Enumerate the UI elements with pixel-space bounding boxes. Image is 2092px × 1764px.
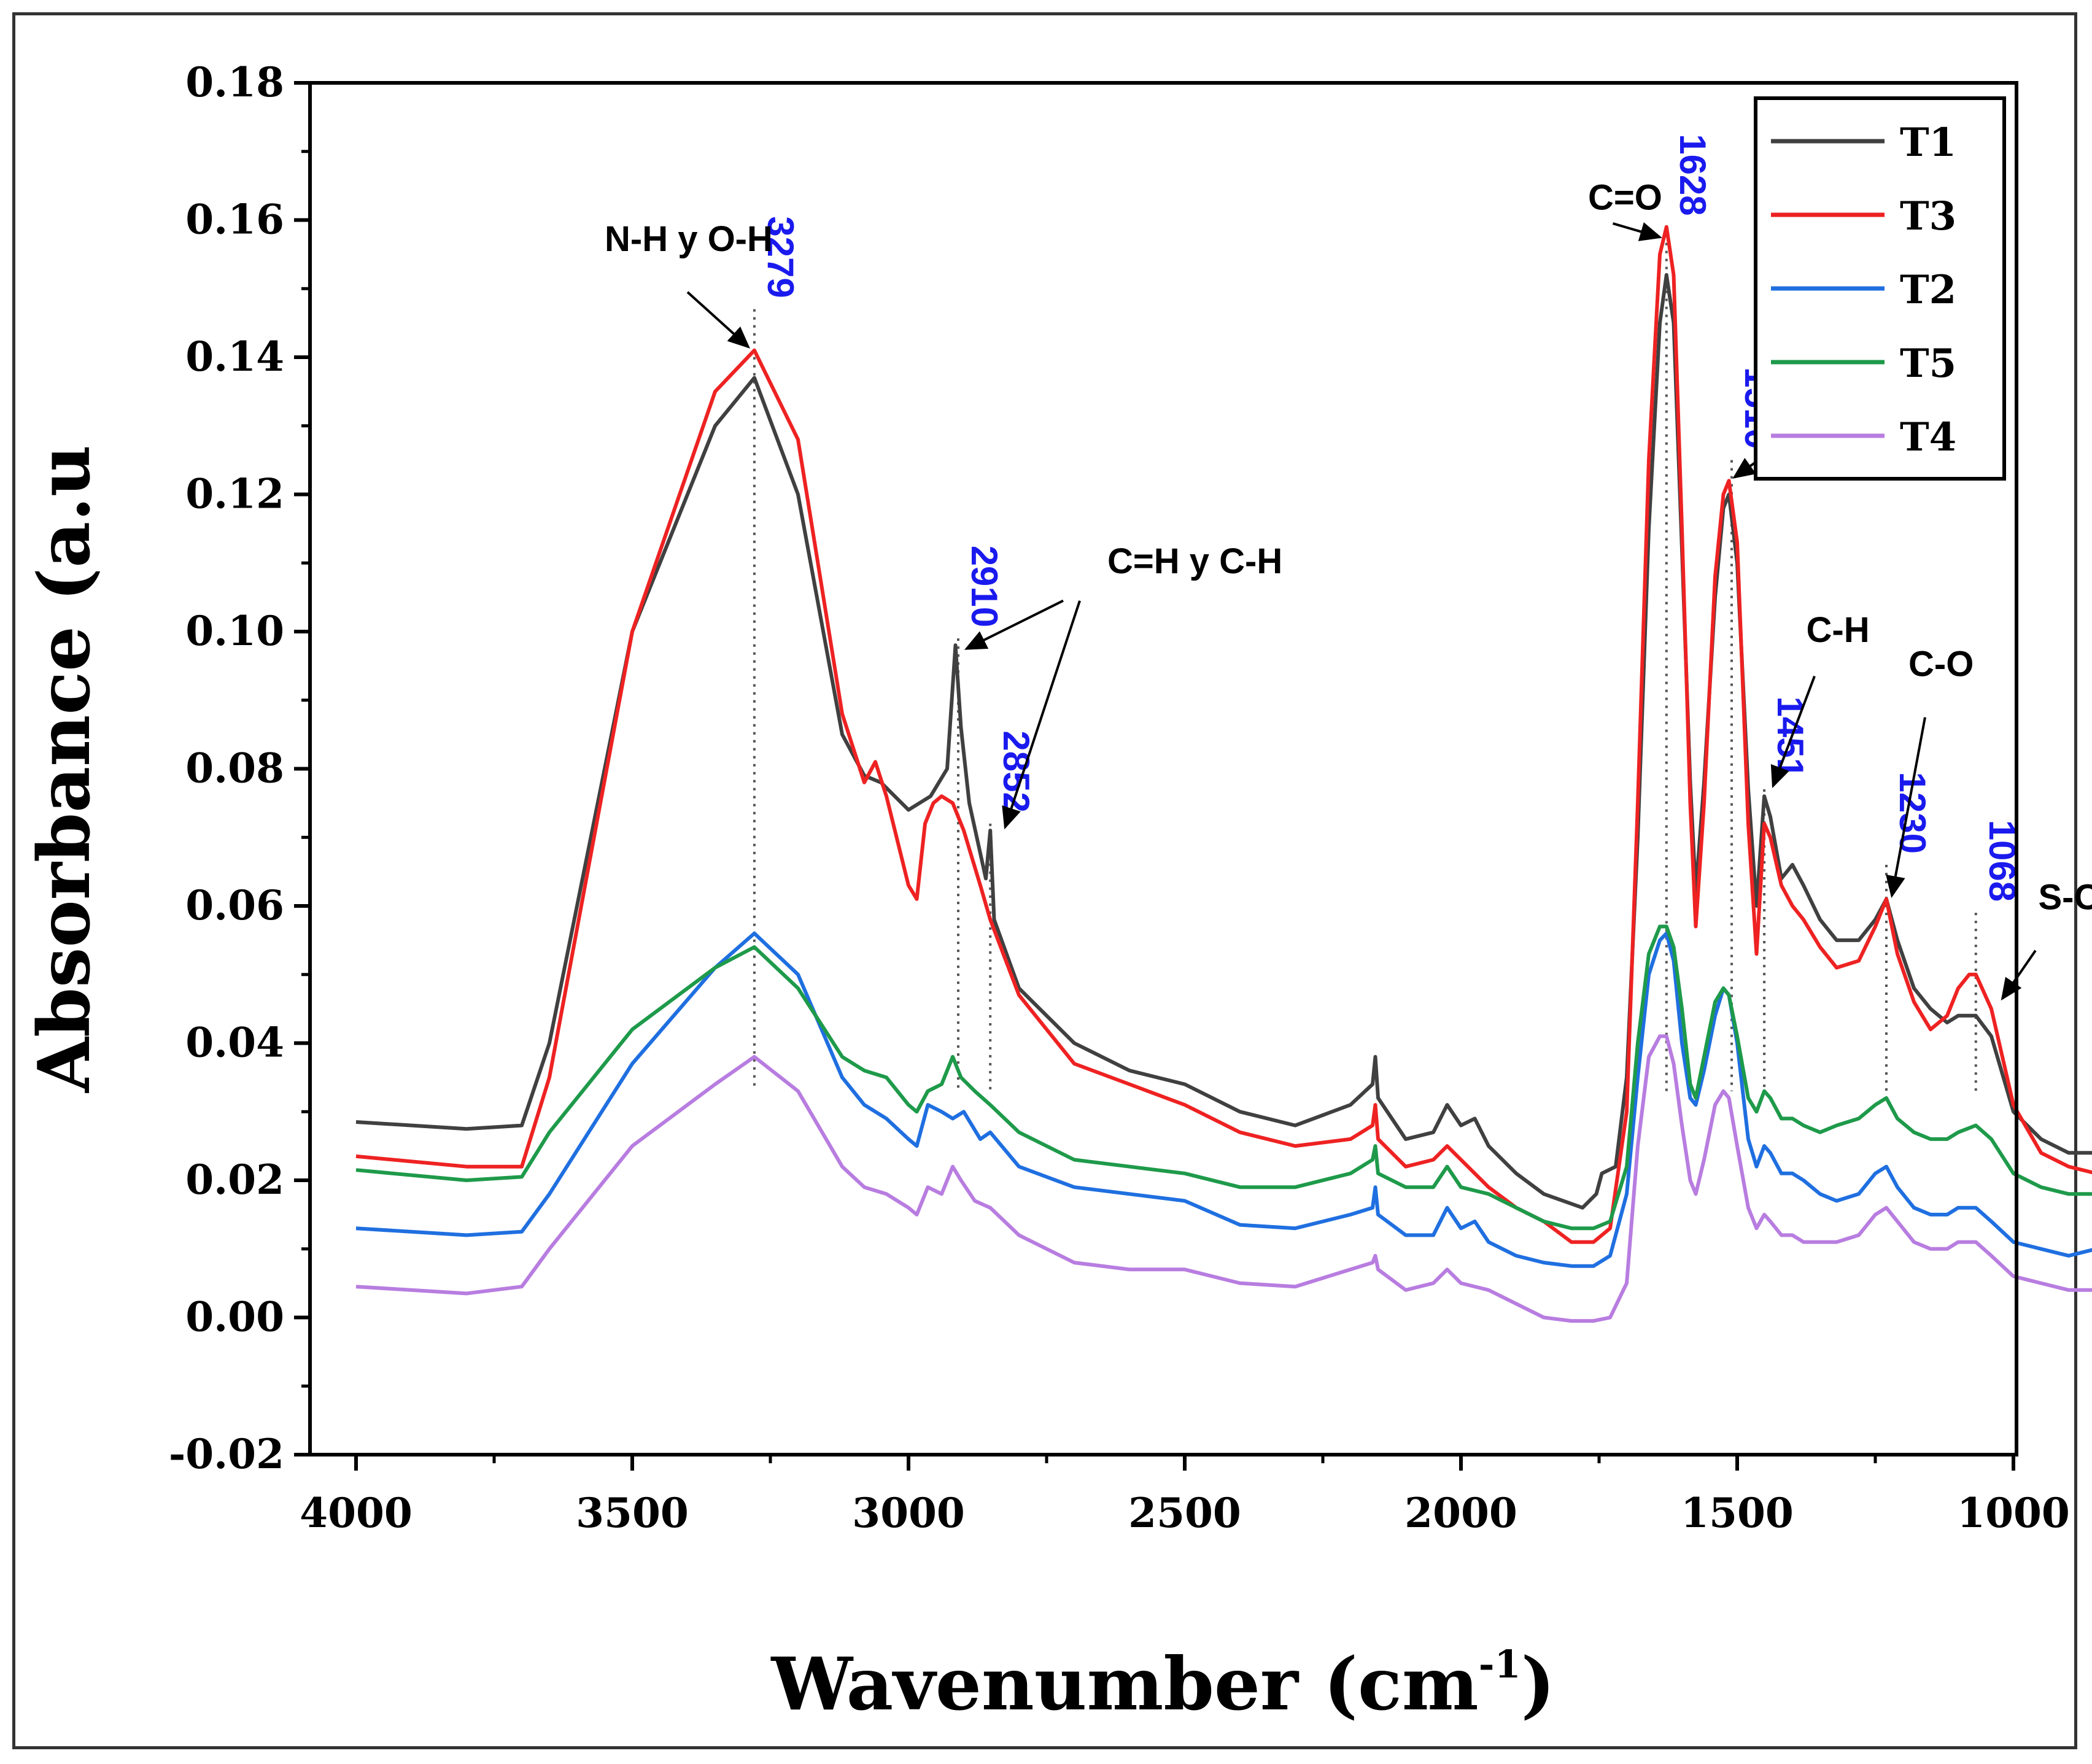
y-tick-label: 0.14: [185, 333, 284, 381]
band-annotation-arrow: [1886, 717, 1926, 899]
peak-label: 2852: [996, 730, 1037, 812]
band-annotation-arrow: [1612, 222, 1662, 241]
y-tick-label: 0.04: [185, 1019, 284, 1067]
figure-frame: [12, 12, 2077, 1749]
y-tick-label: 0.00: [185, 1293, 284, 1341]
band-annotation-arrow: [1770, 675, 1816, 789]
x-axis-title-close: ): [1521, 1641, 1555, 1727]
y-tick-label: 0.08: [185, 745, 284, 792]
annotation-layer: N-H y O-HC=H y C-HC=ON-HC-HC-OS-O: [605, 178, 2092, 1001]
y-tick-label: -0.02: [169, 1430, 284, 1478]
peak-label: 3279: [760, 216, 801, 298]
band-annotation-label: N-H y O-H: [605, 219, 773, 259]
band-annotation-label: C-O: [1908, 644, 1974, 684]
y-axis-title: Absorbance (a.u: [23, 445, 106, 1093]
x-tick-label: 2000: [1404, 1489, 1517, 1537]
band-annotation-label: C=H y C-H: [1107, 541, 1282, 581]
band-annotation-label: C-H: [1807, 610, 1870, 650]
peak-label: 2910: [964, 546, 1005, 627]
band-annotation-arrow: [964, 599, 1064, 650]
peak-label: 1628: [1672, 134, 1713, 215]
legend-label-t3: T3: [1900, 193, 1956, 239]
x-tick-label: 2500: [1128, 1489, 1241, 1537]
band-annotation-arrow: [2001, 950, 2037, 1001]
series-line-t1: [355, 273, 2092, 1210]
legend-label-t5: T5: [1900, 341, 1956, 387]
x-tick-label: 4000: [300, 1489, 413, 1537]
legend-label-t2: T2: [1900, 267, 1956, 313]
y-tick-label: 0.06: [185, 881, 284, 929]
x-axis-title-main: Wavenumber (cm: [770, 1641, 1479, 1727]
x-tick-label: 3500: [576, 1489, 689, 1537]
series-line-t3: [355, 225, 2092, 1244]
y-tick-label: 0.02: [185, 1156, 284, 1204]
x-tick-label: 1500: [1681, 1489, 1794, 1537]
y-tick-label: 0.10: [185, 607, 284, 655]
y-tick-label: 0.16: [185, 196, 284, 244]
legend-label-t4: T4: [1900, 414, 1956, 460]
band-annotation-arrow: [686, 291, 750, 349]
x-tick-label: 3000: [852, 1489, 965, 1537]
legend: T1 T3 T2 T5 T4: [1754, 96, 2006, 481]
series-line-t2: [355, 931, 2092, 1268]
series-line-t5: [355, 924, 2092, 1231]
band-annotation-label: C=O: [1588, 178, 1662, 218]
x-axis-title-superscript: -1: [1479, 1642, 1521, 1687]
y-tick-label: 0.12: [185, 470, 284, 518]
plot-area: [308, 81, 2018, 1456]
series-line-t4: [355, 1034, 2092, 1323]
tick-layer: -0.02 0.00 0.02 0.04 0.06 0.08 0.10 0.12 0.14 0.1…: [169, 58, 2070, 1537]
band-annotation-label: S-O: [2039, 878, 2092, 918]
x-axis-title: Wavenumber (cm-1): [770, 1641, 1555, 1727]
band-annotation-arrow: [1002, 600, 1081, 830]
y-tick-label: 0.18: [185, 58, 284, 106]
series-layer: [355, 225, 2092, 1323]
x-tick-label: 1000: [1957, 1489, 2070, 1537]
legend-label-t1: T1: [1900, 120, 1956, 166]
